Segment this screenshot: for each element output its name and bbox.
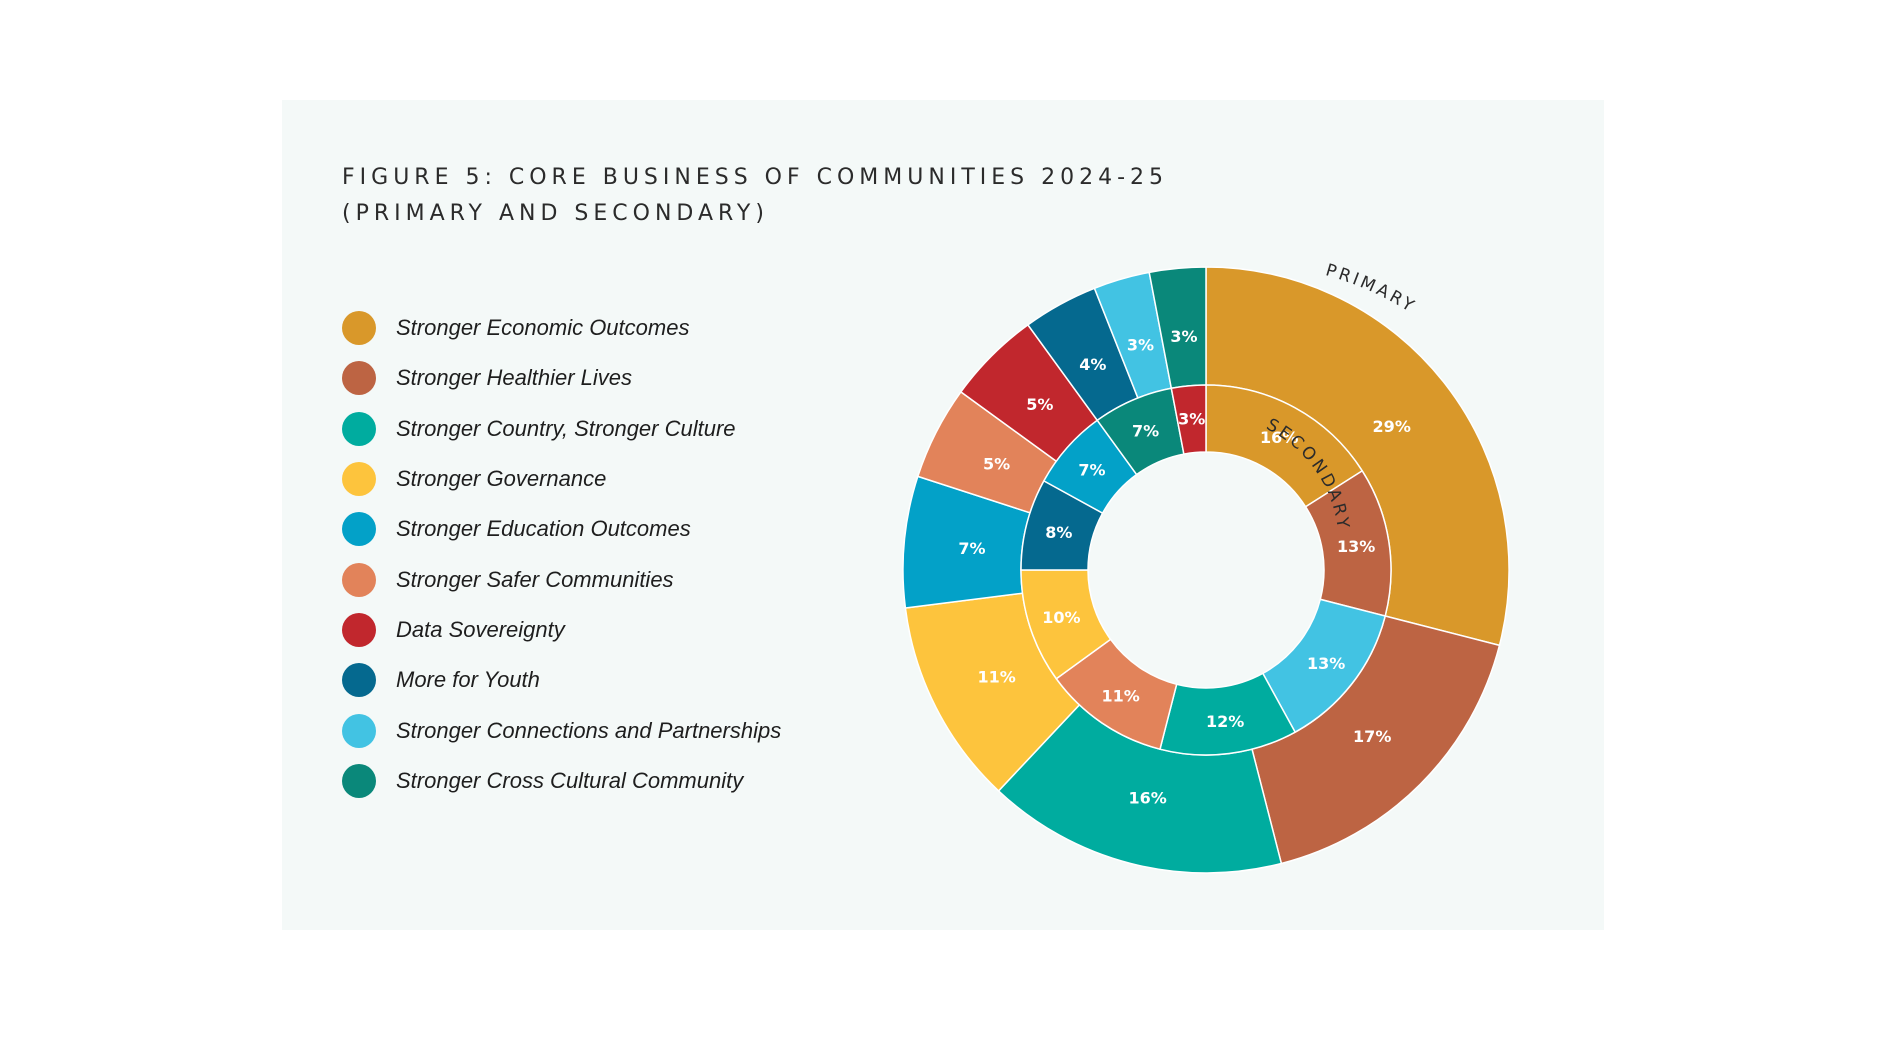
legend-item-economic: Stronger Economic Outcomes [342,303,781,353]
legend-label: Stronger Country, Stronger Culture [396,415,736,441]
legend-label: Stronger Cross Cultural Community [396,767,744,793]
legend-swatch [342,361,376,396]
legend-label: Stronger Healthier Lives [396,365,633,391]
secondary-label-stronger-healthier-lives: 13% [1337,537,1375,556]
secondary-slice-data-sovereignty [1170,384,1207,455]
legend-swatch [342,311,376,346]
primary-label-stronger-connections-and-partnerships: 3% [1127,335,1154,354]
legend-swatch [342,562,376,597]
legend-label: Stronger Economic Outcomes [396,315,690,341]
legend-label: Stronger Safer Communities [396,566,674,592]
legend-swatch [342,663,376,698]
legend-label: More for Youth [396,667,540,693]
primary-ring [902,266,1510,874]
secondary-label-stronger-governance: 10% [1042,608,1080,627]
secondary-label-data-sovereignty: 3% [1178,410,1205,429]
legend-swatch [342,713,376,748]
primary-label-stronger-country-stronger-culture: 16% [1128,789,1166,808]
legend-item-data-sovereignty: Data Sovereignty [342,605,781,655]
primary-label-stronger-economic-outcomes: 29% [1373,417,1411,436]
secondary-label-stronger-education-outcomes: 7% [1078,461,1105,480]
primary-label-stronger-governance: 11% [977,668,1015,687]
legend-item-healthier: Stronger Healthier Lives [342,353,781,403]
primary-label-stronger-cross-cultural-community: 3% [1170,327,1197,346]
legend-swatch [342,462,376,497]
chart-title-line-1: FIGURE 5: CORE BUSINESS OF COMMUNITIES 2… [342,165,1169,190]
legend-item-education: Stronger Education Outcomes [342,504,781,554]
primary-label-stronger-healthier-lives: 17% [1353,727,1391,746]
secondary-label-stronger-cross-cultural-community: 7% [1132,422,1159,441]
secondary-label-stronger-economic-outcomes: 16% [1260,428,1298,447]
secondary-ring [1020,384,1392,756]
legend-item-youth: More for Youth [342,655,781,705]
primary-label-stronger-education-outcomes: 7% [958,539,985,558]
legend: Stronger Economic Outcomes Stronger Heal… [342,303,781,806]
legend-item-country-culture: Stronger Country, Stronger Culture [342,404,781,454]
slice-labels: 29% 17% 16% 11% 7% 5% 5% 4% 3% 3% 16% 13% 13% 12% 11% 1… [958,327,1410,808]
legend-item-governance: Stronger Governance [342,454,781,504]
legend-label: Stronger Governance [396,466,607,492]
legend-swatch [342,411,376,446]
legend-label: Data Sovereignty [396,616,565,642]
legend-label: Stronger Education Outcomes [396,516,691,542]
primary-label-more-for-youth: 4% [1079,355,1106,374]
legend-item-connections: Stronger Connections and Partnerships [342,705,781,755]
legend-swatch [342,612,376,647]
chart-title-line-2: (PRIMARY AND SECONDARY) [342,201,769,226]
legend-label: Stronger Connections and Partnerships [396,717,782,743]
secondary-label-more-for-youth: 8% [1045,523,1072,542]
secondary-label-stronger-country-stronger-culture: 12% [1206,712,1244,731]
legend-item-cross-cultural: Stronger Cross Cultural Community [342,756,781,806]
chart-title: FIGURE 5: CORE BUSINESS OF COMMUNITIES 2… [342,160,1168,232]
secondary-label-stronger-connections-and-partnerships: 13% [1307,654,1345,673]
primary-label-stronger-safer-communities: 5% [983,454,1010,473]
primary-label-data-sovereignty: 5% [1026,395,1053,414]
secondary-label-stronger-safer-communities: 11% [1101,687,1139,706]
legend-swatch [342,512,376,547]
legend-item-safer: Stronger Safer Communities [342,554,781,604]
legend-swatch [342,763,376,798]
